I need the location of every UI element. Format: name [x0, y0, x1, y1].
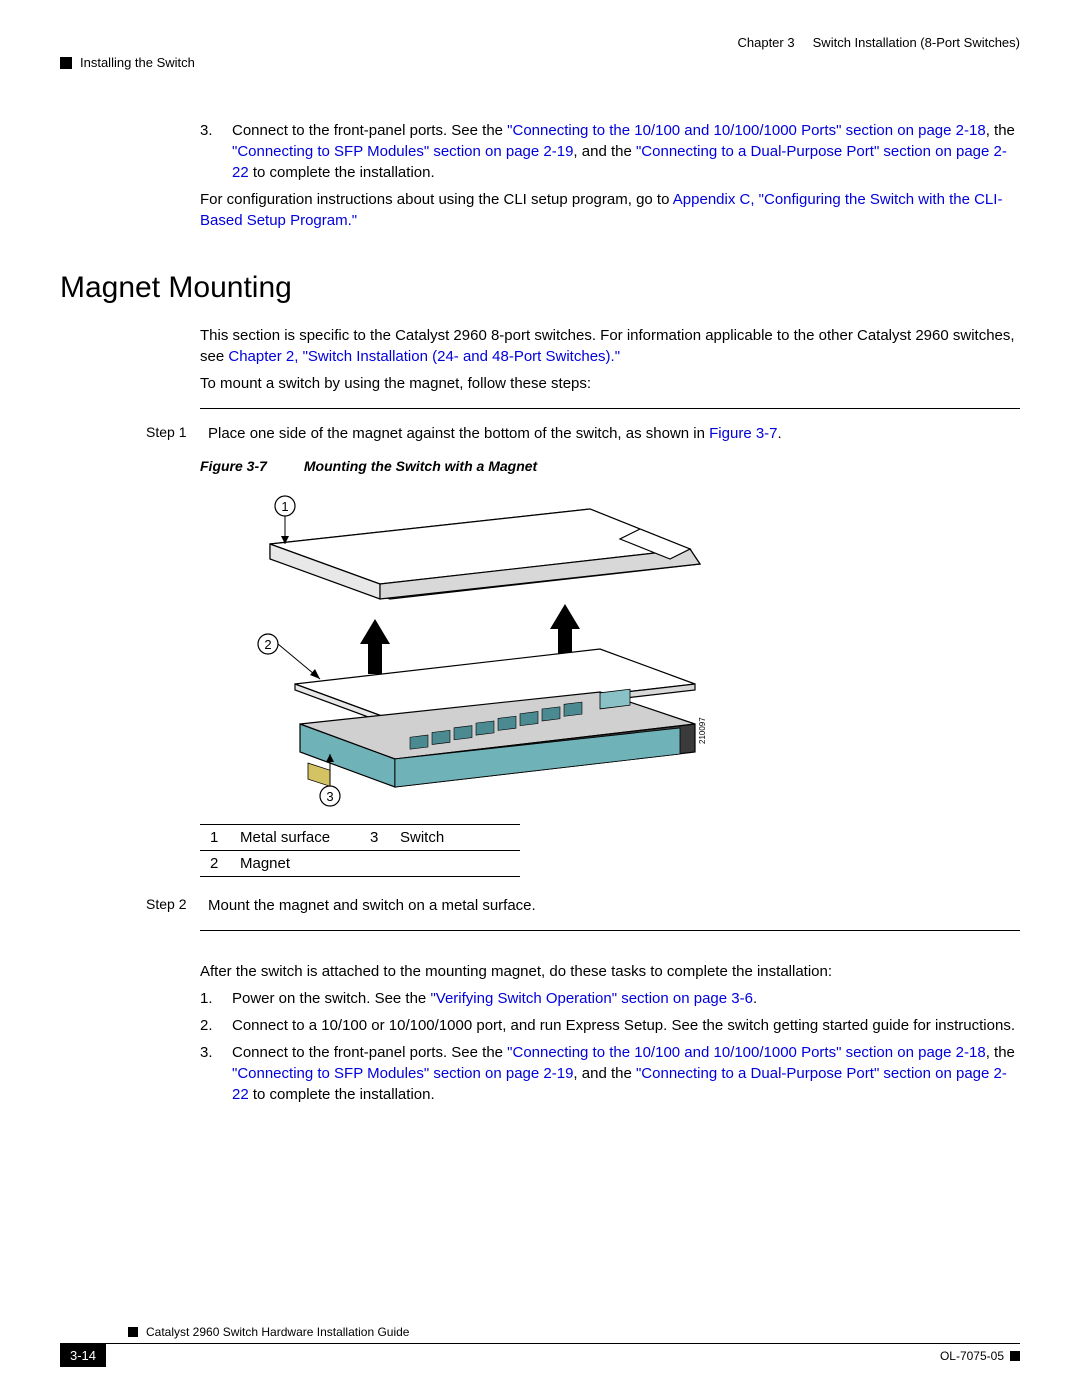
after-intro: After the switch is attached to the moun…	[60, 961, 1020, 982]
step-text: Place one side of the magnet against the…	[208, 423, 1020, 444]
list-number: 1.	[200, 988, 220, 1009]
svg-text:3: 3	[326, 789, 333, 804]
legend-num: 2	[200, 851, 230, 877]
legend-num: 1	[200, 825, 230, 851]
legend-num: 3	[360, 825, 390, 851]
page: Chapter 3 Switch Installation (8-Port Sw…	[0, 0, 1080, 1397]
link-figure-3-7[interactable]: Figure 3-7	[709, 425, 777, 442]
intro-p1: This section is specific to the Catalyst…	[60, 325, 1020, 367]
intro-p2: To mount a switch by using the magnet, f…	[60, 373, 1020, 394]
config-paragraph: For configuration instructions about usi…	[60, 189, 1020, 231]
header-square-icon	[60, 57, 72, 69]
link-verify-operation[interactable]: "Verifying Switch Operation" section on …	[430, 990, 753, 1007]
after-list-item-1: 1. Power on the switch. See the "Verifyi…	[60, 988, 1020, 1009]
legend-label: Switch	[390, 825, 520, 851]
step-text: Mount the magnet and switch on a metal s…	[208, 895, 1020, 916]
separator	[200, 930, 1020, 931]
step-2: Step 2 Mount the magnet and switch on a …	[60, 895, 1020, 916]
separator	[200, 408, 1020, 409]
footer-doc-title: Catalyst 2960 Switch Hardware Installati…	[146, 1325, 409, 1339]
legend-label: Metal surface	[230, 825, 360, 851]
footer-square-icon	[1010, 1351, 1020, 1361]
list-text: Connect to the front-panel ports. See th…	[232, 1042, 1020, 1105]
list-number: 3.	[200, 1042, 220, 1105]
svg-text:1: 1	[281, 499, 288, 514]
up-arrow-left	[360, 619, 390, 674]
figure-title: Mounting the Switch with a Magnet	[304, 458, 537, 474]
section-breadcrumb: Installing the Switch	[80, 55, 195, 70]
list-number: 3.	[200, 120, 220, 183]
list-text: Connect to the front-panel ports. See th…	[232, 120, 1020, 183]
link-ports[interactable]: "Connecting to the 10/100 and 10/100/100…	[507, 122, 986, 139]
section-heading: Magnet Mounting	[60, 271, 1020, 305]
step-1: Step 1 Place one side of the magnet agai…	[60, 423, 1020, 444]
link-sfp-2[interactable]: "Connecting to SFP Modules" section on p…	[232, 1065, 573, 1082]
footer-doc-id: OL-7075-05	[940, 1349, 1020, 1363]
chapter-number: Chapter 3	[737, 35, 794, 50]
footer-top: Catalyst 2960 Switch Hardware Installati…	[60, 1325, 1020, 1344]
link-ports-2[interactable]: "Connecting to the 10/100 and 10/100/100…	[507, 1044, 986, 1061]
svg-text:2: 2	[264, 637, 271, 652]
footer-square-icon	[128, 1327, 138, 1337]
figure-3-7: 1	[60, 484, 1020, 814]
figure-number: Figure 3-7	[200, 458, 300, 474]
up-arrow-right	[550, 604, 580, 659]
metal-surface-shape	[270, 509, 700, 599]
link-sfp[interactable]: "Connecting to SFP Modules" section on p…	[232, 143, 573, 160]
legend-label: Magnet	[230, 851, 360, 877]
after-install-block: After the switch is attached to the moun…	[60, 961, 1020, 1105]
footer-bottom: 3-14 OL-7075-05	[60, 1344, 1020, 1367]
header-right: Chapter 3 Switch Installation (8-Port Sw…	[737, 35, 1020, 50]
table-row: 1 Metal surface 3 Switch	[200, 825, 520, 851]
after-list-item-3: 3. Connect to the front-panel ports. See…	[60, 1042, 1020, 1105]
header-left: Installing the Switch	[60, 55, 195, 70]
table-row: 2 Magnet	[200, 851, 520, 877]
figure-legend-table: 1 Metal surface 3 Switch 2 Magnet	[200, 824, 520, 877]
step-label: Step 1	[146, 423, 190, 444]
figure-svg: 1	[200, 484, 720, 814]
step-label: Step 2	[146, 895, 190, 916]
content: 3. Connect to the front-panel ports. See…	[60, 120, 1020, 1111]
callout-1: 1	[275, 496, 295, 544]
list-text: Connect to a 10/100 or 10/100/1000 port,…	[232, 1015, 1020, 1036]
footer: Catalyst 2960 Switch Hardware Installati…	[60, 1325, 1020, 1367]
figure-caption: Figure 3-7 Mounting the Switch with a Ma…	[60, 458, 1020, 474]
callout-2: 2	[258, 634, 320, 679]
top-list-item-3: 3. Connect to the front-panel ports. See…	[60, 120, 1020, 183]
link-chapter2[interactable]: Chapter 2, "Switch Installation (24- and…	[228, 348, 620, 365]
list-number: 2.	[200, 1015, 220, 1036]
figure-side-label: 210097	[698, 717, 707, 744]
list-text: Power on the switch. See the "Verifying …	[232, 988, 1020, 1009]
chapter-title: Switch Installation (8-Port Switches)	[813, 35, 1020, 50]
after-list-item-2: 2. Connect to a 10/100 or 10/100/1000 po…	[60, 1015, 1020, 1036]
page-number: 3-14	[60, 1344, 106, 1367]
